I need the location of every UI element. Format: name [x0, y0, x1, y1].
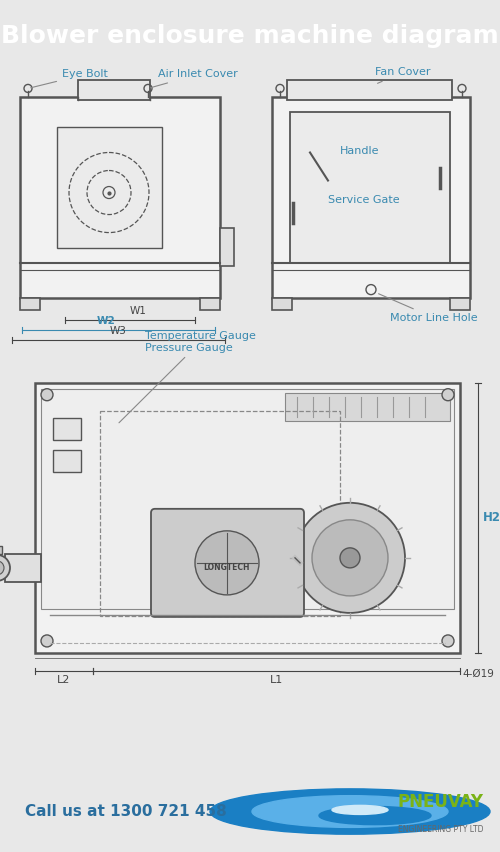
- FancyBboxPatch shape: [78, 80, 150, 101]
- Text: Air Inlet Cover: Air Inlet Cover: [150, 69, 238, 88]
- Text: W3: W3: [110, 325, 127, 336]
- Circle shape: [319, 807, 431, 825]
- Circle shape: [210, 789, 490, 834]
- Text: W2: W2: [97, 315, 116, 325]
- Text: Handle: Handle: [340, 147, 380, 157]
- FancyBboxPatch shape: [272, 297, 292, 309]
- Circle shape: [332, 805, 388, 815]
- FancyBboxPatch shape: [53, 417, 81, 440]
- FancyBboxPatch shape: [20, 97, 220, 297]
- FancyBboxPatch shape: [5, 554, 41, 582]
- Text: Service Gate: Service Gate: [328, 194, 400, 204]
- Circle shape: [41, 635, 53, 647]
- Circle shape: [442, 389, 454, 400]
- Text: Temperature Gauge
Pressure Gauge: Temperature Gauge Pressure Gauge: [119, 331, 256, 423]
- FancyBboxPatch shape: [20, 297, 40, 309]
- Circle shape: [0, 561, 4, 575]
- Text: Call us at 1300 721 458: Call us at 1300 721 458: [25, 804, 227, 819]
- Circle shape: [295, 503, 405, 613]
- Text: W1: W1: [130, 306, 146, 315]
- Circle shape: [0, 555, 10, 581]
- Circle shape: [252, 796, 448, 827]
- FancyBboxPatch shape: [53, 450, 81, 472]
- FancyBboxPatch shape: [57, 128, 162, 248]
- FancyBboxPatch shape: [287, 80, 452, 101]
- Circle shape: [41, 389, 53, 400]
- Text: Motor Line Hole: Motor Line Hole: [378, 294, 478, 323]
- Text: Eye Bolt: Eye Bolt: [30, 69, 108, 88]
- FancyBboxPatch shape: [0, 546, 2, 554]
- FancyBboxPatch shape: [200, 297, 220, 309]
- Circle shape: [195, 531, 259, 595]
- FancyBboxPatch shape: [35, 383, 460, 653]
- Circle shape: [442, 635, 454, 647]
- Text: 4-Ø19: 4-Ø19: [462, 669, 494, 679]
- FancyBboxPatch shape: [272, 97, 470, 297]
- Text: LONGTECH: LONGTECH: [204, 563, 250, 573]
- Text: ENGINEERING PTY LTD: ENGINEERING PTY LTD: [398, 825, 483, 834]
- FancyBboxPatch shape: [41, 389, 454, 609]
- Text: H2: H2: [483, 511, 500, 524]
- Circle shape: [340, 548, 360, 568]
- Text: Blower enclosure machine diagram: Blower enclosure machine diagram: [1, 24, 499, 49]
- FancyBboxPatch shape: [285, 393, 450, 421]
- FancyBboxPatch shape: [450, 297, 470, 309]
- Circle shape: [312, 520, 388, 596]
- FancyBboxPatch shape: [151, 509, 304, 617]
- Text: Fan Cover: Fan Cover: [375, 67, 430, 83]
- Text: PNEUVAY: PNEUVAY: [398, 793, 484, 811]
- FancyBboxPatch shape: [220, 227, 234, 266]
- Text: L1: L1: [270, 675, 283, 685]
- FancyBboxPatch shape: [290, 112, 450, 262]
- Text: L2: L2: [58, 675, 70, 685]
